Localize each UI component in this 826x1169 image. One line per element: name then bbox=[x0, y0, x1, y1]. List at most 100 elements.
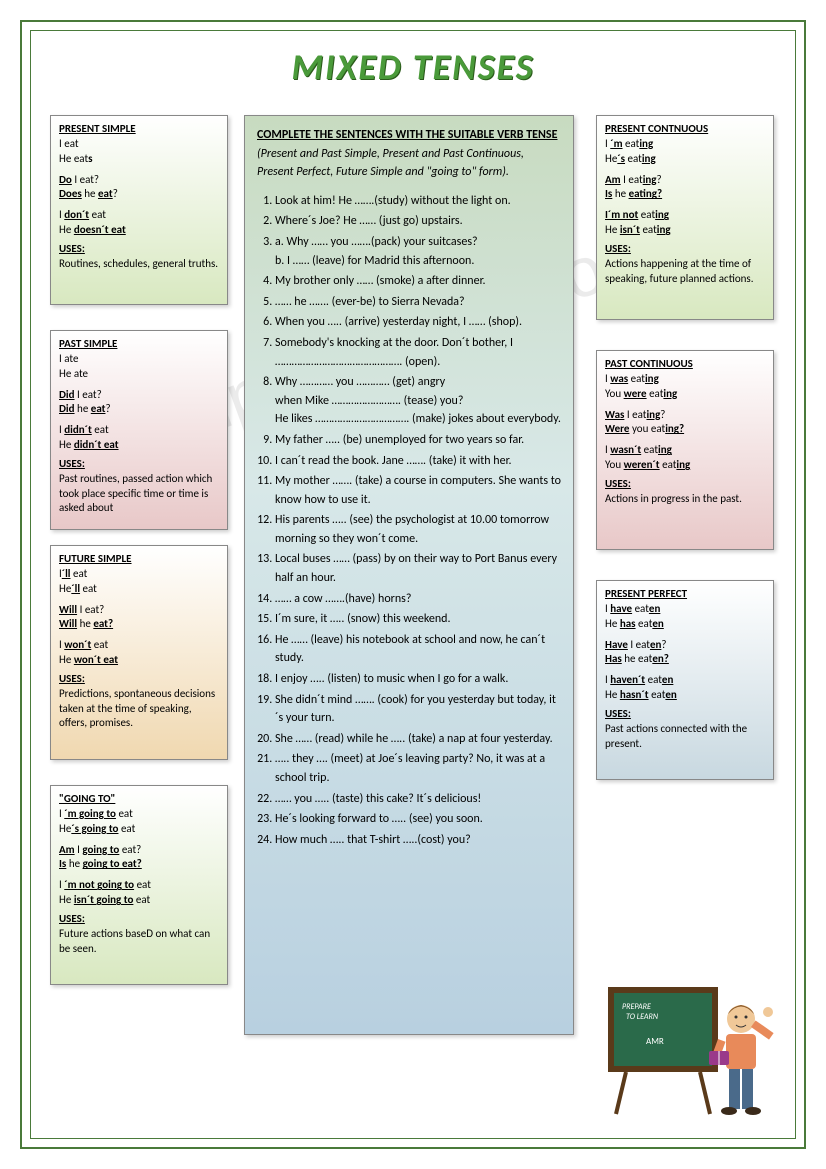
tense-line: I don´t eat bbox=[59, 208, 219, 223]
tense-line: I ´m going to eat bbox=[59, 807, 219, 822]
exercise-item: How much ….. that T-shirt …..(cost) you? bbox=[275, 831, 561, 850]
exercise-item: I enjoy ….. (listen) to music when I go … bbox=[275, 670, 561, 689]
tense-heading: PRESENT PERFECT bbox=[605, 587, 765, 602]
tense-line: Have I eaten? bbox=[605, 638, 765, 653]
exercise-item: I can´t read the book. Jane ……. (take) i… bbox=[275, 452, 561, 471]
tense-line: I ´m not going to eat bbox=[59, 878, 219, 893]
tense-heading: "GOING TO" bbox=[59, 792, 219, 807]
exercise-item: …… he ……. (ever-be) to Sierra Nevada? bbox=[275, 293, 561, 312]
uses-text: Predictions, spontaneous decisions taken… bbox=[59, 687, 219, 732]
tense-line: I eat bbox=[59, 137, 219, 152]
instruction-title: COMPLETE THE SENTENCES WITH THE SUITABLE… bbox=[257, 128, 557, 142]
exercise-item: Why ………… you ………… (get) angry when Mike … bbox=[275, 373, 561, 429]
exercise-list: Look at him! He …….(study) without the l… bbox=[275, 192, 561, 850]
exercise-item: Somebody's knocking at the door. Don´t b… bbox=[275, 334, 561, 371]
tense-line: He hasn´t eaten bbox=[605, 688, 765, 703]
tense-line: He isn´t eating bbox=[605, 223, 765, 238]
exercise-item: ….. they …. (meet) at Joe´s leaving part… bbox=[275, 750, 561, 787]
teacher-shirt bbox=[726, 1034, 756, 1069]
tense-line: Did he eat? bbox=[59, 402, 219, 417]
tense-line: Is he going to eat? bbox=[59, 857, 219, 872]
exercise-item: She …… (read) while he ….. (take) a nap … bbox=[275, 730, 561, 749]
tense-line: Am I eating? bbox=[605, 173, 765, 188]
exercise-item: She didn´t mind ……. (cook) for you yeste… bbox=[275, 691, 561, 728]
exercise-item: …… a cow …….(have) horns? bbox=[275, 590, 561, 609]
tense-line: He doesn´t eat bbox=[59, 223, 219, 238]
board-line2: TO LEARN bbox=[626, 1012, 658, 1022]
teacher-illustration: PREPARE TO LEARN AMR bbox=[606, 979, 776, 1119]
tense-line: He´ll eat bbox=[59, 582, 219, 597]
tense-line: Will I eat? bbox=[59, 603, 219, 618]
tense-box-going-to: "GOING TO"I ´m going to eatHe´s going to… bbox=[50, 785, 228, 985]
tense-line: Does he eat? bbox=[59, 187, 219, 202]
uses-label: USES: bbox=[59, 242, 85, 257]
teacher-head bbox=[727, 1005, 755, 1033]
tense-line: You weren´t eating bbox=[605, 458, 765, 473]
uses-label: USES: bbox=[605, 707, 631, 722]
tense-line: I´m not eating bbox=[605, 208, 765, 223]
tense-line: I ´m eating bbox=[605, 137, 765, 152]
tense-line: You were eating bbox=[605, 387, 765, 402]
tense-line: He eats bbox=[59, 152, 219, 167]
board-line1: PREPARE bbox=[622, 1002, 651, 1012]
uses-text: Actions happening at the time of speakin… bbox=[605, 257, 765, 287]
tense-line: He didn´t eat bbox=[59, 438, 219, 453]
uses-label: USES: bbox=[605, 477, 631, 492]
tense-line: He has eaten bbox=[605, 617, 765, 632]
uses-label: USES: bbox=[59, 457, 85, 472]
exercise-item: My mother ……. (take) a course in compute… bbox=[275, 472, 561, 509]
tense-line: Were you eating? bbox=[605, 422, 765, 437]
tense-line: He ate bbox=[59, 367, 219, 382]
exercise-item: My father ….. (be) unemployed for two ye… bbox=[275, 431, 561, 450]
page-title: MIXED TENSES bbox=[0, 45, 826, 89]
uses-text: Actions in progress in the past. bbox=[605, 492, 765, 507]
tense-line: I´ll eat bbox=[59, 567, 219, 582]
tense-heading: PAST SIMPLE bbox=[59, 337, 219, 352]
tense-line: I ate bbox=[59, 352, 219, 367]
exercise-panel: COMPLETE THE SENTENCES WITH THE SUITABLE… bbox=[244, 115, 574, 1035]
exercise-item: a. Why …… you …….(pack) your suitcases? … bbox=[275, 233, 561, 270]
tense-line: I have eaten bbox=[605, 602, 765, 617]
tense-line: Did I eat? bbox=[59, 388, 219, 403]
tense-heading: PRESENT CONTNUOUS bbox=[605, 122, 765, 137]
uses-text: Past actions connected with the present. bbox=[605, 722, 765, 752]
tense-line: He isn´t going to eat bbox=[59, 893, 219, 908]
tense-heading: FUTURE SIMPLE bbox=[59, 552, 219, 567]
tense-line: He won´t eat bbox=[59, 653, 219, 668]
exercise-item: Local buses …… (pass) by on their way to… bbox=[275, 550, 561, 587]
teacher-leg-left bbox=[729, 1069, 740, 1109]
exercise-item: My brother only …… (smoke) a after dinne… bbox=[275, 272, 561, 291]
tense-line: He´s going to eat bbox=[59, 822, 219, 837]
tense-line: Is he eating? bbox=[605, 187, 765, 202]
uses-text: Routines, schedules, general truths. bbox=[59, 257, 219, 272]
tense-line: I was eating bbox=[605, 372, 765, 387]
tense-box-past-simple: PAST SIMPLEI ateHe ate Did I eat?Did he e… bbox=[50, 330, 228, 530]
board-line3: AMR bbox=[646, 1036, 664, 1047]
tense-line: Do I eat? bbox=[59, 173, 219, 188]
tense-line: I won´t eat bbox=[59, 638, 219, 653]
tense-line: I didn´t eat bbox=[59, 423, 219, 438]
uses-text: Future actions baseD on what can be seen… bbox=[59, 927, 219, 957]
tense-box-present-simple: PRESENT SIMPLEI eatHe eats Do I eat?Does … bbox=[50, 115, 228, 305]
tense-line: He´s eating bbox=[605, 152, 765, 167]
instruction-subtitle: (Present and Past Simple, Present and Pa… bbox=[257, 147, 524, 180]
tense-box-present-continuous: PRESENT CONTNUOUSI ´m eatingHe´s eating A… bbox=[596, 115, 774, 320]
tense-heading: PRESENT SIMPLE bbox=[59, 122, 219, 137]
exercise-item: Look at him! He …….(study) without the l… bbox=[275, 192, 561, 211]
exercise-item: Where´s Joe? He …… (just go) upstairs. bbox=[275, 212, 561, 231]
uses-label: USES: bbox=[59, 672, 85, 687]
exercise-item: …… you ….. (taste) this cake? It´s delic… bbox=[275, 790, 561, 809]
teacher-leg-right bbox=[742, 1069, 753, 1109]
uses-text: Past routines, passed action which took … bbox=[59, 472, 219, 517]
uses-label: USES: bbox=[605, 242, 631, 257]
tense-box-future-simple: FUTURE SIMPLEI´ll eatHe´ll eat Will I eat… bbox=[50, 545, 228, 760]
uses-label: USES: bbox=[59, 912, 85, 927]
tense-line: Am I going to eat? bbox=[59, 843, 219, 858]
exercise-item: His parents ….. (see) the psychologist a… bbox=[275, 511, 561, 548]
exercise-item: He …… (leave) his notebook at school and… bbox=[275, 631, 561, 668]
tense-line: Was I eating? bbox=[605, 408, 765, 423]
tense-line: I wasn´t eating bbox=[605, 443, 765, 458]
tense-box-past-continuous: PAST CONTINUOUSI was eatingYou were eati… bbox=[596, 350, 774, 550]
exercise-item: I´m sure, it ….. (snow) this weekend. bbox=[275, 610, 561, 629]
exercise-item: When you ….. (arrive) yesterday night, I… bbox=[275, 313, 561, 332]
